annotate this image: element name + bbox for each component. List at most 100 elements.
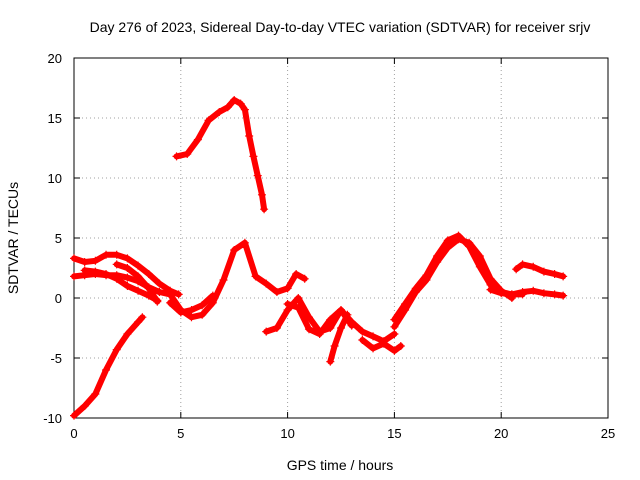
data-point	[91, 390, 100, 398]
data-point	[70, 411, 78, 420]
data-point	[390, 330, 399, 338]
data-point	[529, 286, 538, 295]
data-point	[80, 258, 89, 266]
series-line	[359, 337, 404, 354]
data-point	[123, 264, 132, 272]
data-point	[102, 250, 111, 259]
data-point	[166, 298, 175, 307]
data-point	[102, 366, 111, 374]
data-point	[91, 267, 100, 276]
data-point	[257, 190, 266, 199]
data-point	[529, 262, 538, 271]
data-point	[134, 286, 143, 295]
data-point	[102, 270, 111, 278]
data-point	[208, 298, 217, 307]
series-track-13	[390, 231, 527, 324]
data-point	[187, 306, 196, 314]
series-track-8	[172, 96, 269, 214]
data-point	[183, 150, 192, 158]
data-point	[283, 284, 292, 293]
data-point	[215, 108, 224, 116]
series-line	[391, 232, 526, 323]
data-point	[294, 303, 303, 312]
data-point	[166, 290, 175, 299]
data-point	[433, 258, 442, 266]
data-point	[443, 243, 452, 252]
data-point	[134, 272, 143, 281]
data-point	[123, 273, 132, 282]
data-point	[550, 290, 559, 299]
series-track-12	[358, 336, 405, 355]
data-point	[559, 291, 568, 300]
series-track-16	[512, 260, 568, 281]
data-point	[134, 318, 143, 326]
series-line	[327, 311, 351, 365]
data-point	[187, 313, 196, 322]
y-axis-title: SDTVAR / TECUs	[5, 182, 21, 294]
axis-ticks: 0 5 10 15 20 25 -10 -5 0 5 10 15 20	[43, 51, 615, 441]
data-point	[240, 238, 249, 247]
data-point	[454, 235, 463, 244]
data-point	[204, 116, 213, 125]
x-tick-label: 5	[177, 426, 184, 441]
series-track-11	[326, 310, 352, 366]
data-point	[358, 336, 367, 344]
data-point	[123, 254, 132, 263]
x-tick-label: 25	[601, 426, 615, 441]
series-line	[71, 314, 146, 419]
data-point	[123, 330, 132, 338]
series-track-15	[486, 285, 568, 300]
data-point	[240, 105, 249, 114]
data-point	[330, 342, 339, 350]
data-point	[262, 279, 271, 288]
data-point	[70, 254, 78, 263]
data-point	[70, 272, 78, 281]
data-point	[443, 236, 452, 245]
data-point	[337, 306, 345, 314]
data-point	[172, 152, 181, 161]
data-point	[518, 260, 527, 269]
data-point	[249, 152, 258, 161]
series-track-10	[283, 300, 356, 338]
data-series	[70, 96, 568, 420]
data-point	[144, 270, 153, 278]
data-point	[91, 256, 100, 265]
data-point	[465, 238, 474, 247]
data-point	[262, 327, 271, 336]
data-point	[272, 288, 281, 296]
series-line	[391, 236, 515, 330]
x-tick-label: 10	[280, 426, 294, 441]
data-point	[134, 261, 143, 270]
y-tick-label: 10	[48, 171, 62, 186]
data-point	[369, 344, 378, 353]
data-point	[497, 289, 506, 298]
data-point	[326, 357, 335, 366]
data-point	[343, 310, 352, 319]
data-point	[369, 332, 378, 341]
y-tick-label: 20	[48, 51, 62, 66]
data-point	[138, 313, 147, 322]
y-tick-label: 5	[55, 231, 62, 246]
data-point	[112, 274, 121, 283]
data-point	[80, 402, 89, 410]
data-point	[153, 297, 162, 306]
data-point	[251, 272, 260, 281]
data-point	[193, 135, 202, 144]
data-point	[198, 301, 207, 310]
data-point	[176, 308, 185, 317]
data-point	[390, 346, 399, 355]
data-point	[208, 291, 217, 300]
chart-title: Day 276 of 2023, Sidereal Day-to-day VTE…	[90, 19, 591, 35]
data-point	[401, 306, 410, 314]
y-tick-label: 0	[55, 291, 62, 306]
data-point	[512, 265, 521, 274]
data-point	[550, 270, 559, 278]
data-point	[539, 267, 548, 276]
data-point	[396, 342, 405, 350]
data-point	[486, 285, 495, 294]
series-track-14	[390, 235, 516, 331]
data-point	[422, 276, 431, 284]
data-point	[518, 288, 527, 296]
data-point	[272, 324, 281, 332]
